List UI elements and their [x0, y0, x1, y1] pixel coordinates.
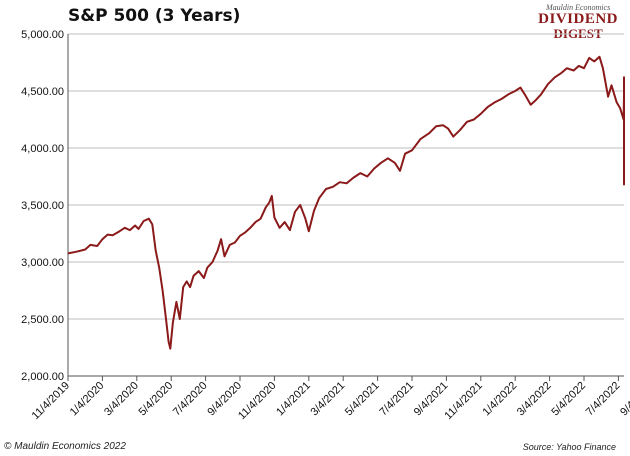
y-tick-label: 2,000.00	[21, 371, 64, 383]
x-tick-label: 11/4/2019	[30, 380, 73, 423]
chart-title: S&P 500 (3 Years)	[68, 6, 241, 26]
x-tick-label: 3/4/2020	[102, 380, 141, 419]
x-tick-label: 1/4/2022	[481, 380, 520, 419]
brand-line-1: Mauldin Economics	[545, 3, 611, 12]
x-tick-label: 3/4/2021	[309, 380, 348, 419]
brand-line-2: DIVIDEND	[538, 11, 618, 27]
y-tick-label: 3,500.00	[21, 200, 64, 212]
y-tick-label: 5,000.00	[21, 29, 64, 41]
x-tick-label: 9/4/2022	[618, 380, 630, 419]
x-tick-label: 5/4/2022	[549, 380, 588, 419]
x-tick-label: 11/4/2021	[442, 380, 485, 423]
series-line	[67, 55, 625, 350]
y-tick-label: 3,000.00	[21, 257, 64, 269]
x-tick-label: 7/4/2021	[377, 380, 416, 419]
x-tick-label: 5/4/2020	[137, 380, 176, 419]
x-tick-label: 1/4/2020	[68, 380, 107, 419]
x-tick-label: 11/4/2020	[236, 380, 279, 423]
x-tick-label: 7/4/2020	[171, 380, 210, 419]
x-tick-label: 5/4/2021	[343, 380, 382, 419]
copyright-note: © Mauldin Economics 2022	[4, 441, 126, 452]
x-tick-label: 1/4/2021	[274, 380, 313, 419]
y-tick-label: 2,500.00	[21, 314, 64, 326]
x-tick-label: 3/4/2022	[515, 380, 554, 419]
y-tick-label: 4,500.00	[21, 86, 64, 98]
y-tick-label: 4,000.00	[21, 143, 64, 155]
x-tick-label: 7/4/2022	[584, 380, 623, 419]
source-note: Source: Yahoo Finance	[522, 442, 616, 452]
